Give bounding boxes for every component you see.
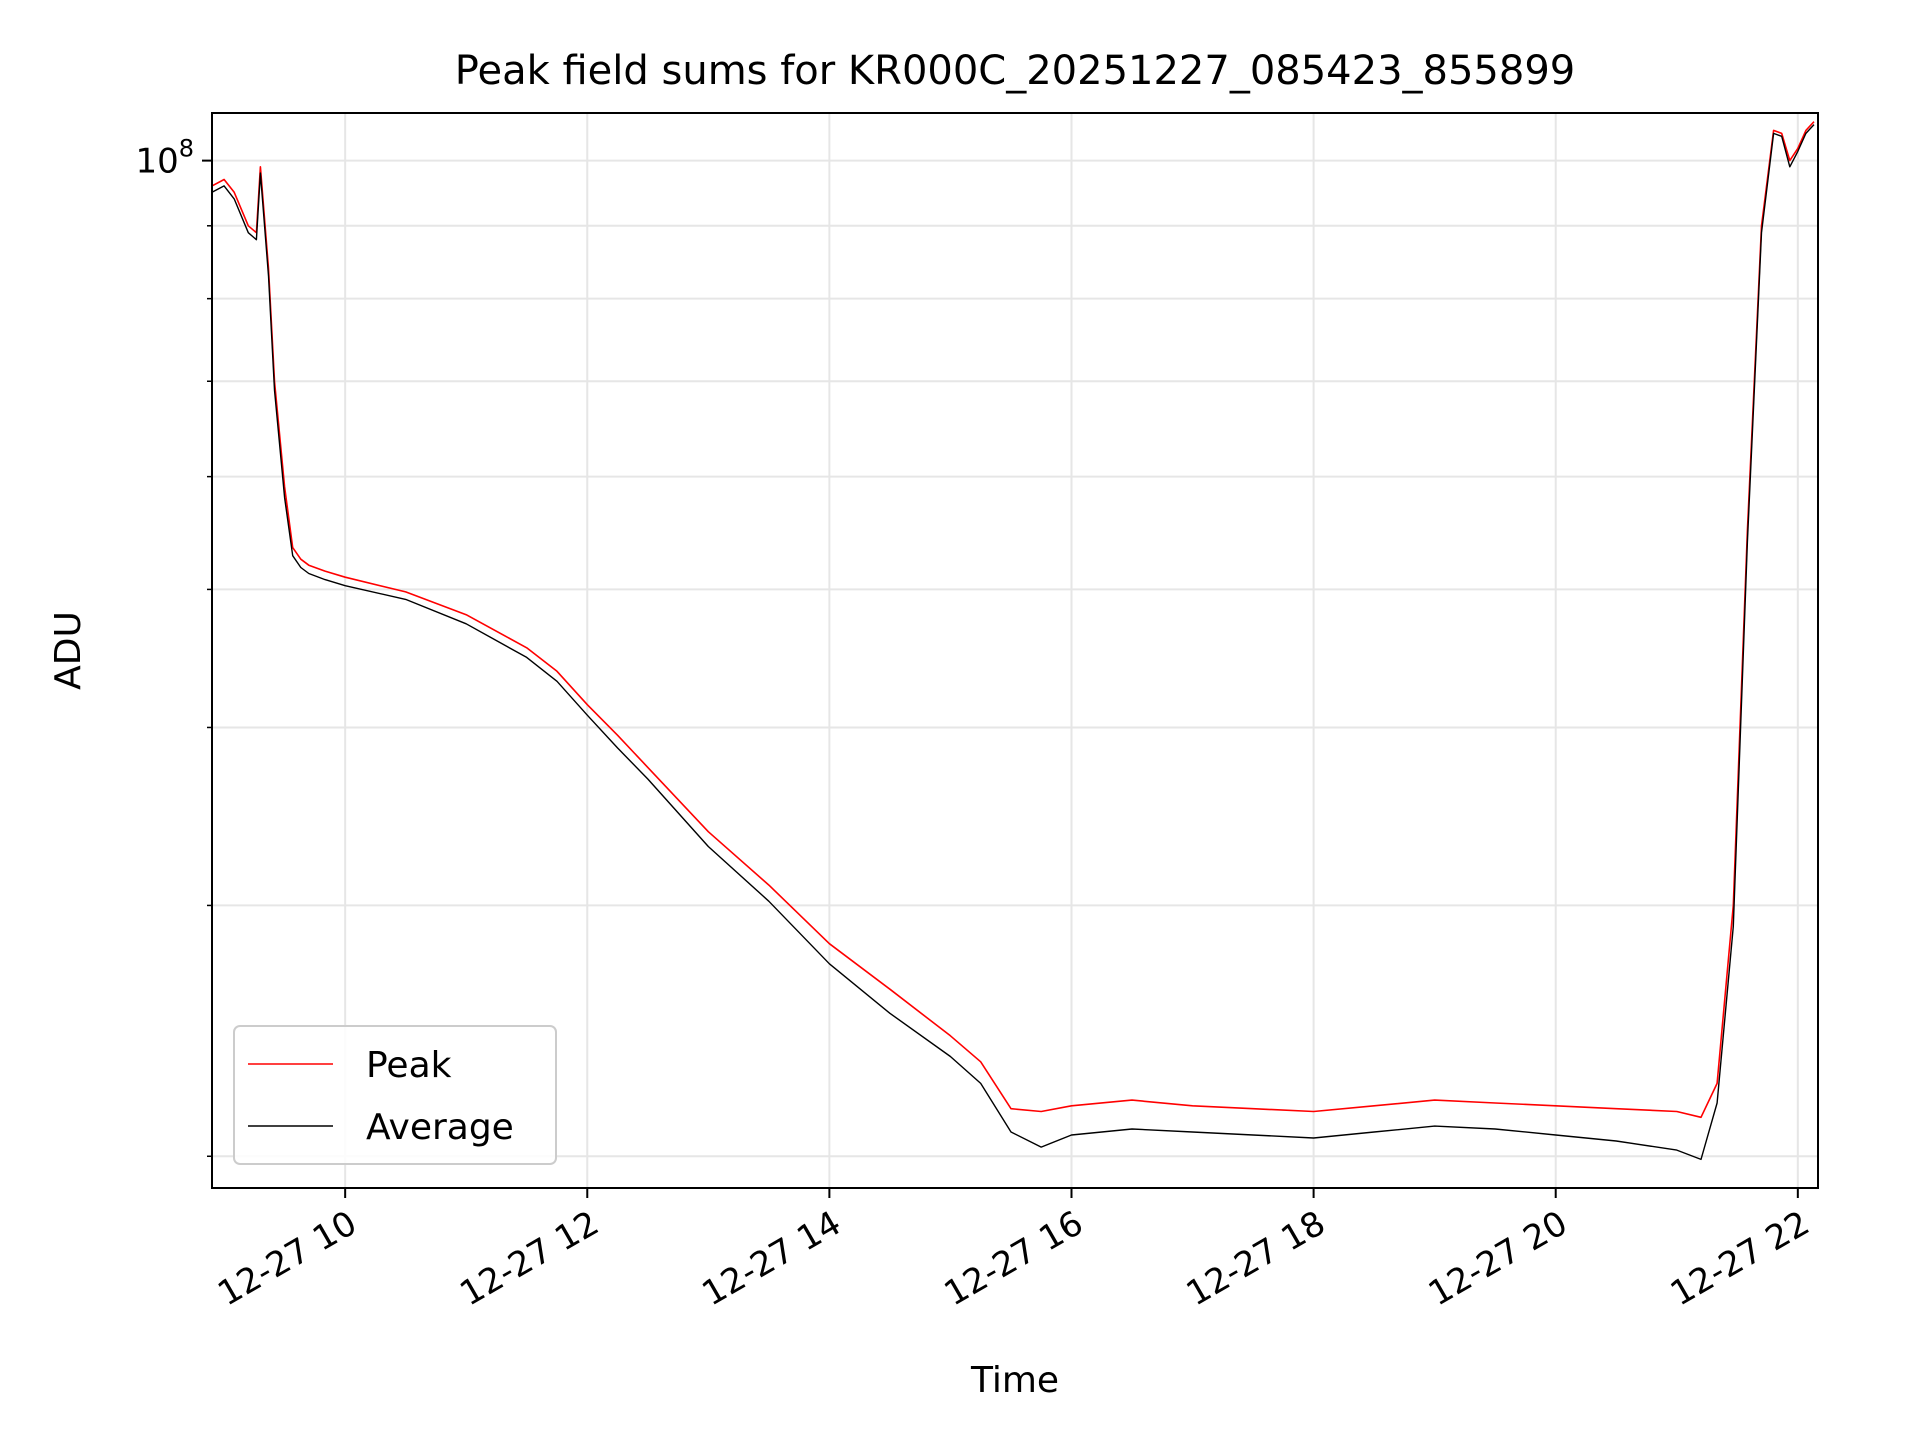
x-tick-label: 12-27 12 [453, 1203, 605, 1314]
x-tick-label: 12-27 16 [938, 1203, 1090, 1314]
legend-label-peak: Peak [366, 1045, 452, 1086]
x-tick-label: 12-27 22 [1664, 1203, 1816, 1314]
x-axis-label: Time [970, 1360, 1059, 1401]
grid [212, 113, 1818, 1188]
legend: Peak Average [233, 1025, 557, 1165]
x-tick-label: 12-27 14 [695, 1203, 847, 1314]
series-layer [211, 121, 1815, 1161]
series-line-average [211, 124, 1815, 1161]
chart-title: Peak field sums for KR000C_20251227_0854… [455, 48, 1575, 94]
x-tick-label: 12-27 10 [211, 1203, 363, 1314]
series-line-peak [211, 121, 1815, 1119]
y-tick-label: 108 [135, 135, 194, 182]
y-axis-label: ADU [48, 611, 89, 690]
legend-box [233, 1025, 557, 1165]
x-tick-label: 12-27 18 [1180, 1203, 1332, 1314]
legend-label-average: Average [366, 1107, 514, 1148]
plot-frame [211, 112, 1819, 1189]
x-tick-label: 12-27 20 [1422, 1203, 1574, 1314]
